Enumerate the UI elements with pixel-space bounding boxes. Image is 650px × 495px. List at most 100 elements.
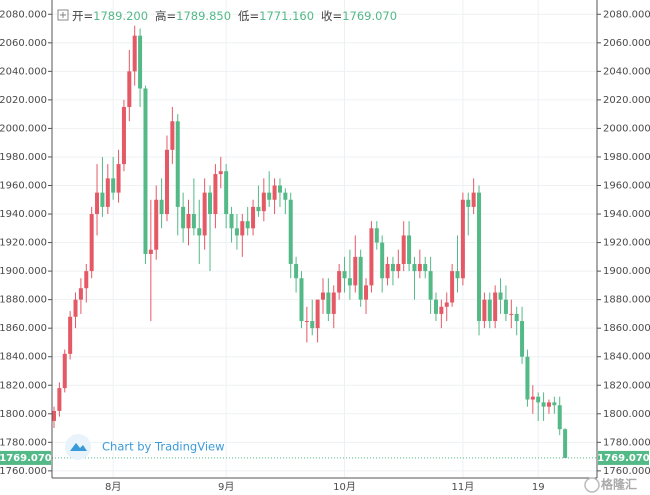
candle-body [563, 429, 568, 458]
candle-body [433, 299, 438, 314]
candle-body [111, 178, 116, 193]
candle-body [299, 278, 304, 322]
candle-body [315, 299, 320, 329]
candle-body [482, 299, 487, 322]
candle-body [251, 206, 256, 229]
last-price-box [598, 450, 649, 465]
y-tick-label: 2080.000 [603, 9, 650, 20]
x-tick-label: 8月 [105, 481, 121, 493]
watermark-group: Chart by TradingView [65, 434, 225, 460]
candle-body [557, 405, 562, 430]
candle-body [62, 353, 67, 389]
candle-body [95, 192, 100, 215]
candle-body [331, 292, 336, 314]
candle-body [477, 192, 482, 322]
candle-body [175, 121, 180, 207]
candle-body [369, 228, 374, 286]
candle-body [385, 263, 390, 279]
candle-body [514, 313, 519, 322]
candle-body [466, 199, 471, 207]
candle-body [224, 171, 229, 215]
y-tick-label: 1780.000 [603, 437, 650, 448]
candle-body [380, 242, 385, 279]
y-tick-label: 1980.000 [603, 152, 650, 163]
candle-body [197, 228, 202, 236]
ohlc-header: 开=1789.200 高=1789.850 低=1771.160 收=1769.070 [72, 9, 397, 23]
candle-body [374, 228, 379, 243]
y-tick-label: 1940.000 [0, 209, 47, 220]
y-tick-label: 1920.000 [603, 238, 650, 249]
candle-body [412, 263, 417, 272]
candle-body [267, 192, 272, 200]
candle-body [364, 285, 369, 300]
candle-body [138, 35, 143, 89]
candle-body [202, 192, 207, 236]
candle-body [520, 321, 525, 357]
y-tick-label: 1980.000 [0, 152, 47, 163]
ohlc-label: 高= [155, 9, 176, 23]
candle-body [89, 214, 94, 272]
y-tick-label: 1880.000 [603, 295, 650, 306]
candle-body [401, 235, 406, 264]
candle-body [294, 263, 299, 279]
y-tick-label: 1860.000 [603, 323, 650, 334]
candle-body [503, 299, 508, 314]
y-tick-label: 1820.000 [603, 380, 650, 391]
candle-body [326, 292, 331, 314]
candle-body [509, 313, 514, 315]
candle-body [347, 278, 352, 286]
candle-body [127, 71, 132, 108]
candle-body [283, 192, 288, 200]
candle-body [530, 396, 535, 400]
candle-body [396, 263, 401, 272]
y-tick-label: 1960.000 [603, 180, 650, 191]
y-tick-label: 2000.000 [0, 123, 47, 134]
candle-body [358, 256, 363, 300]
y-tick-label: 1780.000 [0, 437, 47, 448]
watermark-logo [70, 443, 87, 451]
y-tick-label: 1840.000 [0, 352, 47, 363]
x-tick-label: 9月 [218, 481, 234, 493]
y-tick-label: 1880.000 [0, 295, 47, 306]
last-price-box [0, 450, 51, 465]
ohlc-value: 1769.070 [342, 9, 397, 23]
ohlc-value: 1771.160 [259, 9, 314, 23]
candle-body [536, 396, 541, 403]
candle-body [229, 214, 234, 229]
last-price-label: 1769.070 [0, 453, 52, 464]
candle-body [288, 199, 293, 264]
x-tick-label: 11月 [452, 481, 475, 493]
candle-body [342, 271, 347, 279]
candle-body [116, 164, 121, 193]
brand-logo [584, 477, 600, 493]
y-tick-label: 2020.000 [603, 95, 650, 106]
y-tick-label: 1940.000 [603, 209, 650, 220]
y-tick-label: 1900.000 [0, 266, 47, 277]
x-tick-label: 19 [532, 482, 545, 493]
candle-body [84, 271, 89, 289]
ohlc-value: 1789.850 [176, 9, 231, 23]
candle-body [213, 174, 218, 215]
legend-icon[interactable] [57, 9, 69, 21]
candle-body [423, 263, 428, 272]
candle-body [450, 271, 455, 303]
brand: 格隆汇 [601, 477, 637, 492]
candle-body [148, 249, 153, 254]
y-tick-label: 1920.000 [0, 238, 47, 249]
y-tick-label: 1840.000 [603, 352, 650, 363]
x-tick-label: 10月 [333, 481, 356, 493]
candle-body [321, 292, 325, 300]
last-price-label: 1769.070 [597, 453, 650, 464]
candle-body [310, 321, 315, 329]
candle-body [272, 185, 277, 200]
y-tick-label: 2020.000 [0, 95, 47, 106]
candle-body [471, 192, 476, 207]
candle-body [455, 271, 460, 279]
candle-body [546, 402, 551, 407]
y-tick-label: 1900.000 [603, 266, 650, 277]
candle-body [444, 302, 449, 307]
watermark: Chart by TradingView [102, 440, 225, 454]
y-tick-label: 2040.000 [603, 66, 650, 77]
y-tick-label: 2080.000 [0, 9, 47, 20]
